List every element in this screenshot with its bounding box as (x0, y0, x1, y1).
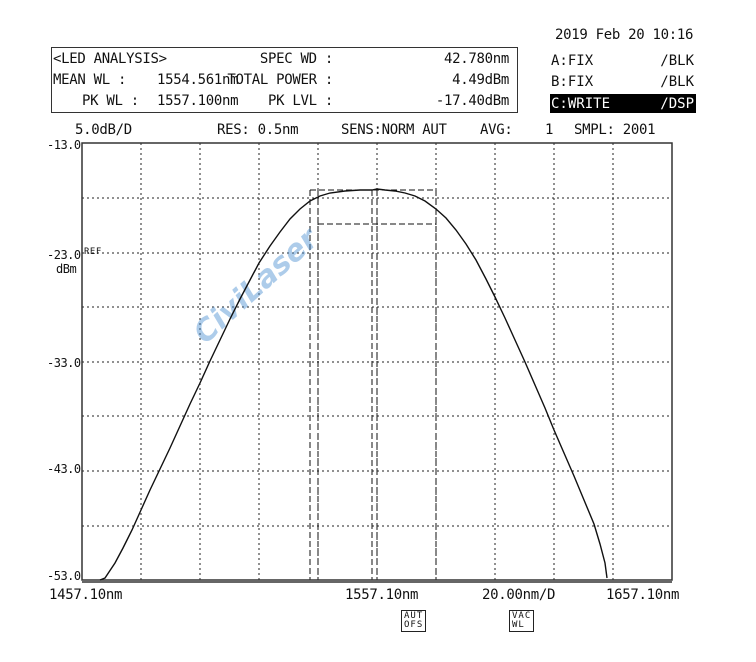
aut-label: AUT (404, 611, 424, 621)
ref-marker: REF (84, 247, 102, 257)
total-power-label: TOTAL POWER : (227, 72, 333, 88)
x-span-label: 20.00nm/D (482, 587, 556, 603)
trace-c-status[interactable]: C:WRITE /DSP (550, 94, 696, 113)
pk-lvl-label: PK LVL : (267, 93, 333, 109)
trace-c-name: C:WRITE (551, 96, 611, 112)
pk-wl-value: 1557.100nm (157, 93, 239, 109)
trace-a-name: A:FIX (551, 53, 594, 69)
pk-wl-label: PK WL : (82, 93, 139, 109)
spectrum-trace (99, 188, 608, 581)
spec-wd-label: SPEC WD : (259, 51, 333, 67)
x-start-label: 1457.10nm (49, 587, 123, 603)
x-center-label: 1557.10nm (345, 587, 419, 603)
y-unit: dBm (56, 262, 77, 276)
auto-offset-button[interactable]: AUT OFS (401, 610, 427, 632)
trace-b-mode: /BLK (660, 74, 694, 90)
analysis-panel: <LED ANALYSIS> MEAN WL : 1554.561nm PK W… (51, 47, 518, 113)
peak-box (309, 189, 437, 580)
y-label-top: -13.0 (47, 138, 81, 152)
trace-b-name: B:FIX (551, 74, 594, 90)
y-label-low: -43.0 (47, 462, 81, 476)
sensitivity-setting: SENS:NORM AUT (341, 122, 447, 138)
average-setting: AVG: 1 (480, 122, 554, 138)
ofs-label: OFS (404, 620, 424, 630)
wl-label: WL (512, 620, 525, 630)
y-label-mid: -33.0 (47, 356, 81, 370)
sampling-setting: SMPL: 2001 (574, 122, 656, 138)
watermark: CiviLaser (187, 220, 327, 351)
datetime: 2019 Feb 20 10:16 (555, 27, 694, 43)
vac-label: VAC (512, 611, 532, 621)
pk-lvl-value: -17.40dBm (435, 93, 509, 109)
mean-wl-label: MEAN WL : (53, 72, 127, 88)
y-label-ref: -23.0 (47, 248, 81, 262)
scale-setting: 5.0dB/D (75, 122, 132, 138)
trace-b-status[interactable]: B:FIX /BLK (550, 72, 696, 91)
trace-a-mode: /BLK (660, 53, 694, 69)
analysis-title: <LED ANALYSIS> (53, 51, 167, 67)
trace-c-mode: /DSP (660, 96, 694, 112)
vac-wl-button[interactable]: VAC WL (509, 610, 535, 632)
y-label-bottom: -53.0 (47, 569, 81, 583)
x-stop-label: 1657.10nm (606, 587, 680, 603)
mean-wl-value: 1554.561nm (157, 72, 239, 88)
spec-wd-value: 42.780nm (443, 51, 509, 67)
total-power-value: 4.49dBm (452, 72, 509, 88)
resolution-setting: RES: 0.5nm (217, 122, 299, 138)
plot-frame (81, 142, 673, 581)
trace-a-status[interactable]: A:FIX /BLK (550, 51, 696, 70)
